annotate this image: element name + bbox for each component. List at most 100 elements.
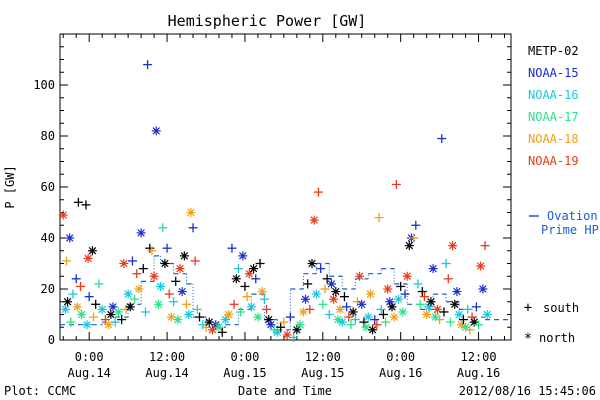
data-point xyxy=(478,284,488,294)
data-point xyxy=(214,322,224,332)
data-point xyxy=(83,253,93,263)
data-point xyxy=(117,315,127,325)
data-point xyxy=(179,251,189,261)
data-point xyxy=(443,274,453,284)
data-point xyxy=(346,320,356,330)
data-point xyxy=(217,327,227,337)
data-point xyxy=(77,310,87,319)
y-tick-label: 40 xyxy=(41,231,55,245)
data-point xyxy=(465,325,475,335)
data-point xyxy=(138,264,148,274)
data-point xyxy=(476,261,486,271)
data-point xyxy=(415,299,425,309)
data-point xyxy=(370,315,380,325)
x-tick-label-date: Aug.15 xyxy=(301,366,344,380)
data-point xyxy=(309,215,319,225)
data-point xyxy=(119,259,129,268)
data-point xyxy=(110,317,120,327)
data-point xyxy=(372,320,382,330)
data-point xyxy=(458,315,468,325)
plot-source: Plot: CCMC xyxy=(4,384,76,398)
data-point xyxy=(89,312,99,322)
data-points-layer xyxy=(58,60,492,342)
y-axis-label: P [GW] xyxy=(3,165,17,208)
data-point xyxy=(76,281,86,291)
data-point xyxy=(72,302,82,312)
data-point xyxy=(195,312,205,322)
data-point xyxy=(313,187,323,197)
data-point xyxy=(84,292,94,302)
data-point xyxy=(255,259,265,268)
data-point xyxy=(125,302,135,312)
data-point xyxy=(60,304,70,314)
data-point xyxy=(381,317,391,327)
data-point xyxy=(87,246,97,256)
south-marker-symbol: + xyxy=(524,300,532,316)
data-point xyxy=(318,299,328,309)
data-point xyxy=(374,213,384,223)
data-point xyxy=(292,325,302,335)
data-point xyxy=(482,310,492,319)
x-tick-label-time: 0:00 xyxy=(386,350,415,364)
data-point xyxy=(201,322,211,332)
legend-item: METP-02 xyxy=(528,44,579,58)
data-point xyxy=(445,317,455,327)
data-point xyxy=(289,332,299,342)
data-point xyxy=(463,304,473,314)
data-point xyxy=(339,292,349,302)
x-axis-label: Date and Time xyxy=(238,384,332,398)
data-point xyxy=(404,241,414,251)
y-tick-label: 100 xyxy=(33,78,55,92)
data-point xyxy=(66,317,76,327)
data-point xyxy=(227,243,237,253)
data-point xyxy=(295,320,305,330)
data-point xyxy=(164,289,174,299)
data-point xyxy=(242,292,252,302)
data-point xyxy=(182,299,192,309)
data-point xyxy=(337,317,347,327)
data-point xyxy=(450,299,460,309)
data-point xyxy=(383,284,393,294)
data-point xyxy=(171,276,181,286)
data-point xyxy=(192,304,202,314)
data-point xyxy=(391,179,401,189)
data-point xyxy=(305,304,315,314)
data-point xyxy=(134,284,144,294)
data-point xyxy=(402,271,412,281)
legend-item: NOAA-18 xyxy=(528,132,579,146)
data-point xyxy=(329,294,339,304)
data-point xyxy=(233,264,243,274)
data-point xyxy=(387,302,397,312)
data-point xyxy=(132,269,142,279)
data-point xyxy=(140,307,150,317)
data-point xyxy=(448,241,458,251)
data-point xyxy=(253,312,263,322)
data-point xyxy=(236,307,246,317)
data-point xyxy=(173,315,183,325)
data-point xyxy=(91,299,101,309)
data-point xyxy=(324,310,334,319)
data-point xyxy=(368,325,378,335)
data-point xyxy=(249,264,259,274)
data-point xyxy=(320,284,330,294)
legend: METP-02 NOAA-15 NOAA-16 NOAA-17 NOAA-18 NOAA-… xyxy=(528,44,579,168)
data-point xyxy=(97,304,107,314)
data-point xyxy=(177,287,187,297)
data-point xyxy=(419,292,429,302)
data-point xyxy=(413,279,423,289)
x-tick-label-time: 0:00 xyxy=(230,350,259,364)
data-point xyxy=(342,302,352,312)
data-point xyxy=(94,279,104,289)
data-point xyxy=(257,287,267,297)
data-point xyxy=(224,310,234,319)
data-point xyxy=(452,287,462,297)
data-point xyxy=(326,279,336,289)
data-point xyxy=(331,287,341,297)
data-point xyxy=(143,60,153,70)
ovation-legend: Ovation Prime HPI xyxy=(529,209,600,237)
data-point xyxy=(348,307,358,317)
data-point xyxy=(378,310,388,319)
data-point xyxy=(303,279,313,289)
plot-timestamp: 2012/08/16 15:45:06 xyxy=(459,384,596,398)
data-point xyxy=(454,310,464,319)
